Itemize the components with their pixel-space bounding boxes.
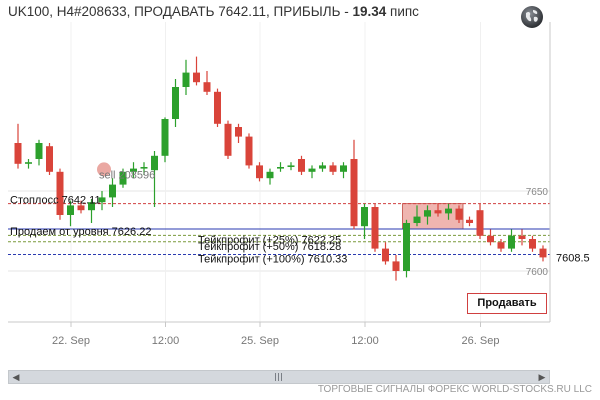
candle-body (371, 207, 379, 249)
candle-body (382, 248, 389, 262)
candle-body (256, 165, 263, 179)
candle-body (46, 146, 53, 172)
candle-body (350, 159, 358, 227)
candle-body (109, 184, 116, 198)
candle-body (529, 239, 536, 249)
candle-body (518, 235, 526, 239)
candle-body (119, 171, 127, 185)
candle-body (497, 242, 505, 249)
x-tick-label: 26. Sep (462, 335, 500, 347)
level-label-tp25: Тейкпрофит (+25%) 7622.25 (198, 234, 341, 246)
candle-body (413, 216, 421, 223)
candle-body (445, 208, 452, 214)
candle-body (266, 171, 274, 179)
candle-body (455, 208, 463, 220)
candle-body (235, 127, 242, 137)
candle-body (140, 167, 148, 169)
scroll-grip[interactable] (275, 373, 283, 381)
candle-body (151, 155, 158, 171)
entry-zone-box (402, 203, 464, 230)
candle-body (203, 82, 211, 92)
level-label-stoploss: Стоплосс 7642.11 (10, 195, 101, 207)
candle-body (161, 119, 169, 156)
candle-body (88, 202, 95, 211)
candle-body (298, 159, 305, 172)
x-tick-label: 12:00 (152, 335, 180, 347)
candle-body (25, 162, 32, 164)
sell-button[interactable]: Продавать (467, 293, 547, 314)
candle-body (539, 248, 547, 258)
signal-marker-dot (97, 162, 111, 177)
candle-body (287, 165, 295, 167)
candle-body (340, 165, 347, 172)
profit-value: 19.34 (352, 4, 387, 19)
candle-body (319, 165, 326, 169)
profit-unit: пипс (386, 4, 419, 19)
candle-body (329, 165, 337, 172)
chart-scrollbar[interactable]: ◀ ▶ (8, 370, 550, 384)
candle-body (466, 219, 473, 223)
footer-credit: ТОРГОВЫЕ СИГНАЛЫ ФОРЕКС WORLD-STOCKS.RU … (317, 384, 592, 395)
candle-body (14, 143, 22, 164)
candle-body (434, 210, 442, 214)
candle-body (245, 136, 253, 166)
scroll-left-arrow-icon[interactable]: ◀ (12, 372, 20, 382)
y-tick-label: 7650 (526, 187, 549, 198)
candle-body (361, 207, 368, 227)
globe-icon[interactable] (520, 5, 544, 29)
candle-body (67, 205, 74, 215)
candle-body (403, 223, 410, 271)
candle-body (508, 235, 515, 249)
candle-body (182, 72, 190, 87)
x-tick-label: 25. Sep (241, 335, 279, 347)
candle-body (487, 235, 494, 243)
x-tick-label: 22. Sep (52, 335, 90, 347)
chart-title: UK100, H4#208633, ПРОДАВАТЬ 7642.11, ПРИ… (8, 4, 419, 19)
candle-body (56, 171, 64, 215)
candle-body (214, 91, 221, 124)
candle-body (35, 143, 43, 159)
level-label-tp100: Тейкпрофит (+100%) 7610.33 (198, 253, 347, 265)
candle-body (193, 72, 200, 83)
level-label-entry: Продаем от уровня 7626.22 (10, 226, 151, 238)
candle-body (392, 261, 400, 271)
candle-body (130, 168, 137, 172)
candle-body (277, 167, 284, 169)
candle-body (424, 210, 431, 217)
signal-marker-label: sell 208596 (99, 169, 155, 181)
candle-body (98, 197, 106, 203)
candle-body (172, 87, 179, 119)
y-tick-label: 7600 (526, 267, 549, 278)
title-prefix: UK100, H4#208633, ПРОДАВАТЬ 7642.11, ПРИ… (8, 4, 353, 19)
current-price-label: 7608.5 (556, 252, 590, 264)
candle-body (308, 168, 316, 172)
candle-body (224, 123, 232, 156)
scroll-right-arrow-icon[interactable]: ▶ (538, 372, 546, 382)
level-label-tp50: Тейкпрофит (+50%) 7618.28 (198, 241, 341, 253)
x-tick-label: 12:00 (351, 335, 379, 347)
candle-body (77, 205, 85, 211)
candle-body (476, 210, 484, 236)
